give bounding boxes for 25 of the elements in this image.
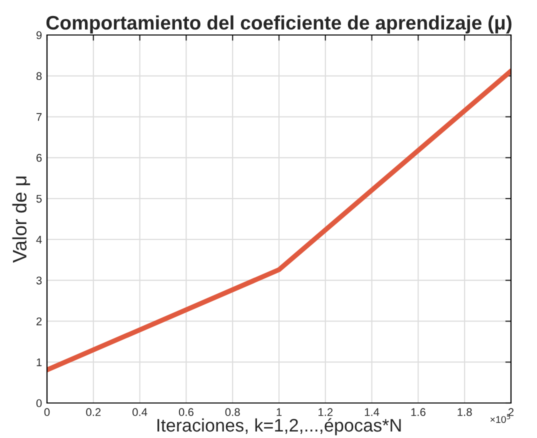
x-tick-label: 0.4 xyxy=(132,408,148,416)
y-tick-label: 6 xyxy=(36,154,42,162)
x-tick-label: 0.8 xyxy=(225,408,240,416)
x-tick-label: 0.6 xyxy=(178,408,194,416)
y-tick-label: 9 xyxy=(36,31,42,40)
y-tick-label: 3 xyxy=(36,276,42,284)
y-tick-label: 4 xyxy=(36,236,42,244)
x-tick-label: 1 xyxy=(276,408,282,416)
y-tick-label: 7 xyxy=(36,113,42,121)
x-tick-label: 0 xyxy=(44,408,50,416)
x-tick-label: 1.2 xyxy=(318,408,333,416)
y-axis-title: Valor de μ xyxy=(12,176,30,263)
x-tick-label: 0.2 xyxy=(86,408,101,416)
x-tick-label: 1.8 xyxy=(458,408,472,416)
x-tick-label: 2 xyxy=(508,408,514,416)
x-axis-title: Iteraciones, k=1,2,...,épocas*N xyxy=(157,418,401,436)
y-tick-label: 8 xyxy=(36,72,42,80)
y-tick-label: 2 xyxy=(36,317,42,326)
y-tick-label: 1 xyxy=(36,358,42,366)
y-tick-label: 0 xyxy=(36,399,42,408)
y-tick-label: 5 xyxy=(36,194,42,203)
chart-title: Comportamiento del coeficiente de aprendizaje (μ) xyxy=(46,15,512,34)
text: ×10$^{5}$ xyxy=(490,414,510,423)
x-tick-label: 1.4 xyxy=(364,408,380,416)
x-tick-label: 1.6 xyxy=(411,408,426,416)
